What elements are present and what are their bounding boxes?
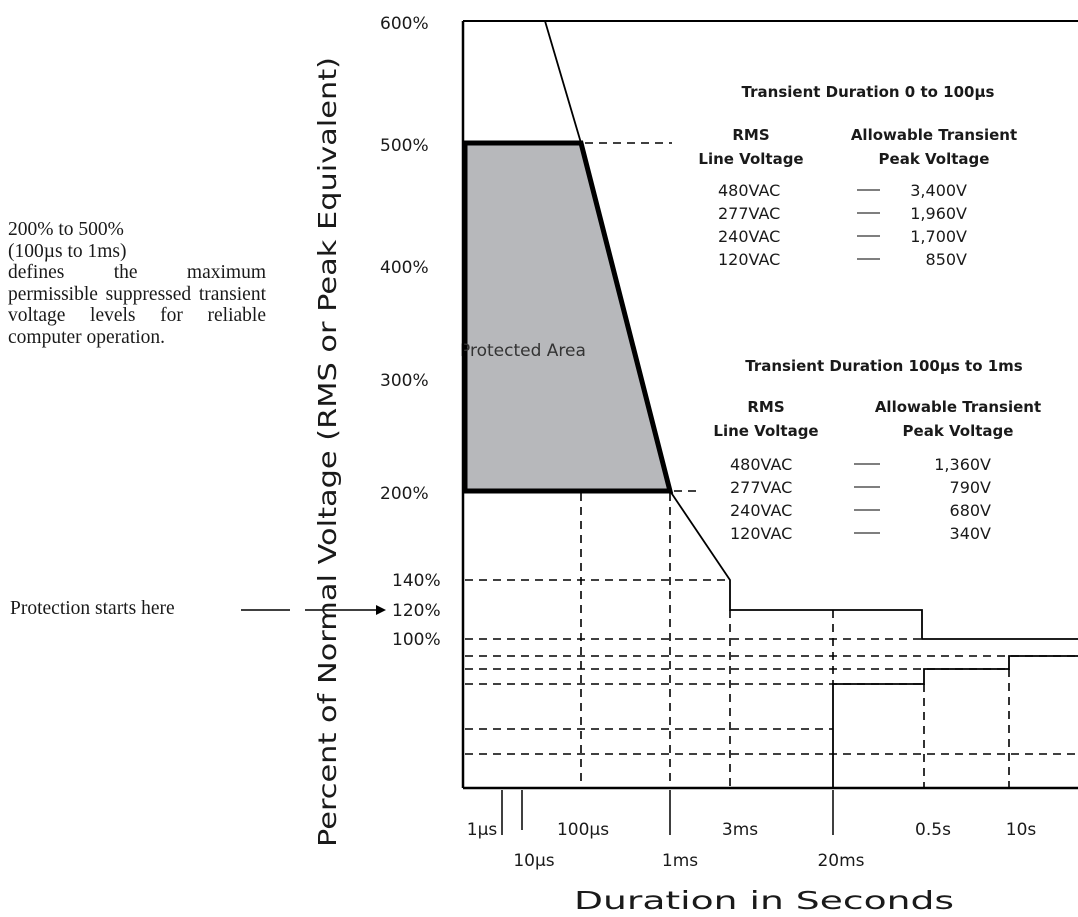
table-col-header: Peak Voltage — [903, 422, 1014, 440]
x-axis-title: Duration in Seconds — [574, 886, 954, 915]
upper-limit-line — [544, 20, 582, 144]
table-cell: 120VAC — [718, 250, 780, 269]
arrow-head-icon — [376, 605, 386, 615]
x-tick-label: 1ms — [662, 851, 698, 871]
y-tick-label: 100% — [392, 630, 441, 650]
x-tick-label: 1µs — [467, 820, 498, 840]
table-cell: 240VAC — [730, 501, 792, 520]
x-tick-label: 10µs — [513, 851, 554, 871]
upper-limit-curve-lower — [669, 490, 1078, 640]
x-tick-label: 3ms — [722, 820, 758, 840]
y-tick-label: 600% — [380, 14, 429, 34]
x-tick-label: 0.5s — [915, 820, 951, 840]
table-cell: 850V — [926, 250, 968, 269]
table-cell: 3,400V — [910, 181, 967, 200]
x-tick-label: 100µs — [557, 820, 609, 840]
table-cell: 277VAC — [730, 478, 792, 497]
table-title: Transient Duration 100µs to 1ms — [745, 357, 1023, 375]
table-cell: 240VAC — [718, 227, 780, 246]
side-note-line: defines the maximum permissible suppress… — [8, 262, 266, 348]
table-cell: 1,700V — [910, 227, 967, 246]
table-cell: 480VAC — [730, 455, 792, 474]
y-tick-label: 300% — [380, 371, 429, 391]
table-0-100us: Transient Duration 0 to 100µs RMS Line V… — [698, 83, 1017, 269]
table-cell: 480VAC — [718, 181, 780, 200]
table-col-header: Allowable Transient — [875, 398, 1041, 416]
table-cell: 340V — [950, 524, 992, 543]
x-tick-label: 10s — [1006, 820, 1037, 840]
table-col-header: RMS — [747, 398, 784, 416]
protected-area-label: Protected Area — [460, 341, 586, 361]
table-col-header: Line Voltage — [713, 422, 818, 440]
dashed-guides — [465, 142, 1076, 788]
lower-limit-curve — [832, 655, 1078, 788]
side-note-line: 200% to 500% — [8, 219, 124, 240]
table-cell: 1,960V — [910, 204, 967, 223]
y-tick-label: 400% — [380, 258, 429, 278]
table-cell: 790V — [950, 478, 992, 497]
table-100us-1ms: Transient Duration 100µs to 1ms RMS Line… — [713, 357, 1041, 543]
table-col-header: Peak Voltage — [879, 150, 990, 168]
side-note: 200% to 500% (100µs to 1ms) defines the … — [8, 219, 266, 348]
table-cell: 277VAC — [718, 204, 780, 223]
table-cell: 1,360V — [934, 455, 991, 474]
protected-area — [462, 140, 674, 494]
side-note-line: (100µs to 1ms) — [8, 240, 127, 262]
table-title: Transient Duration 0 to 100µs — [742, 83, 995, 101]
table-cell: 680V — [950, 501, 992, 520]
table-col-header: RMS — [732, 126, 769, 144]
y-tick-label: 140% — [392, 571, 441, 591]
table-col-header: Allowable Transient — [851, 126, 1017, 144]
y-tick-label: 200% — [380, 484, 429, 504]
table-col-header: Line Voltage — [698, 150, 803, 168]
protection-start-label: Protection starts here — [10, 598, 175, 619]
y-tick-label: 500% — [380, 136, 429, 156]
y-axis-title: Percent of Normal Voltage (RMS or Peak E… — [313, 57, 342, 847]
table-cell: 120VAC — [730, 524, 792, 543]
y-tick-label: 120% — [392, 601, 441, 621]
x-tick-label: 20ms — [817, 851, 864, 871]
